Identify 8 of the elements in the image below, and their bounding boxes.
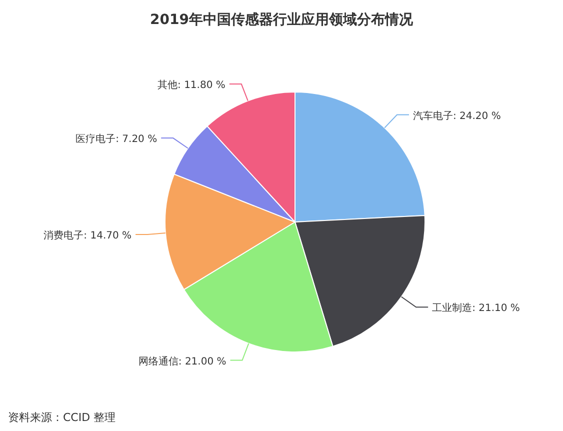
slice-label: 其他: 11.80 %	[158, 79, 226, 92]
slice-label: 医疗电子: 7.20 %	[76, 133, 158, 146]
slice-label: 网络通信: 21.00 %	[138, 355, 226, 368]
slice-label: 消费电子: 14.70 %	[44, 230, 132, 242]
chart-title: 2019年中国传感器行业应用领域分布情况	[150, 11, 414, 28]
slice-label: 工业制造: 21.10 %	[432, 302, 520, 314]
text: 资料来源：CCID 整理	[8, 411, 116, 424]
slice-label: 汽车电子: 24.20 %	[412, 110, 501, 122]
